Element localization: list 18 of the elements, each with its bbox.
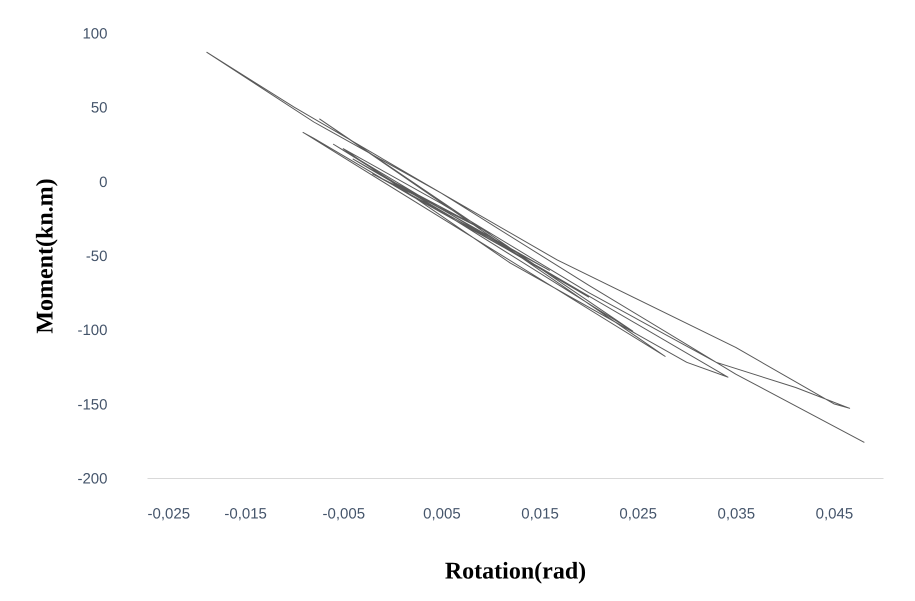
line-series [206,52,865,443]
x-tick-label: -0,025 [148,506,190,522]
x-axis-title: Rotation(rad) [444,558,586,584]
y-tick-label: -50 [86,248,108,265]
x-tick-label: -0,005 [322,506,366,522]
x-tick-label: 0,005 [423,506,461,522]
x-tick-label: 0,025 [619,506,657,522]
y-tick-label: 100 [82,26,108,42]
y-tick-label: 50 [90,100,108,117]
x-tick-label: 0,045 [816,506,854,522]
y-tick-label: 0 [99,174,108,191]
y-tick-label: -200 [77,470,108,488]
y-tick-label: -100 [77,322,108,340]
y-tick-label: -150 [77,396,108,414]
x-tick-label: 0,015 [521,506,559,522]
x-tick-label: 0,035 [718,506,756,522]
x-tick-label: -0,015 [224,506,267,522]
y-axis-title: Moment(kn.m) [32,178,58,334]
